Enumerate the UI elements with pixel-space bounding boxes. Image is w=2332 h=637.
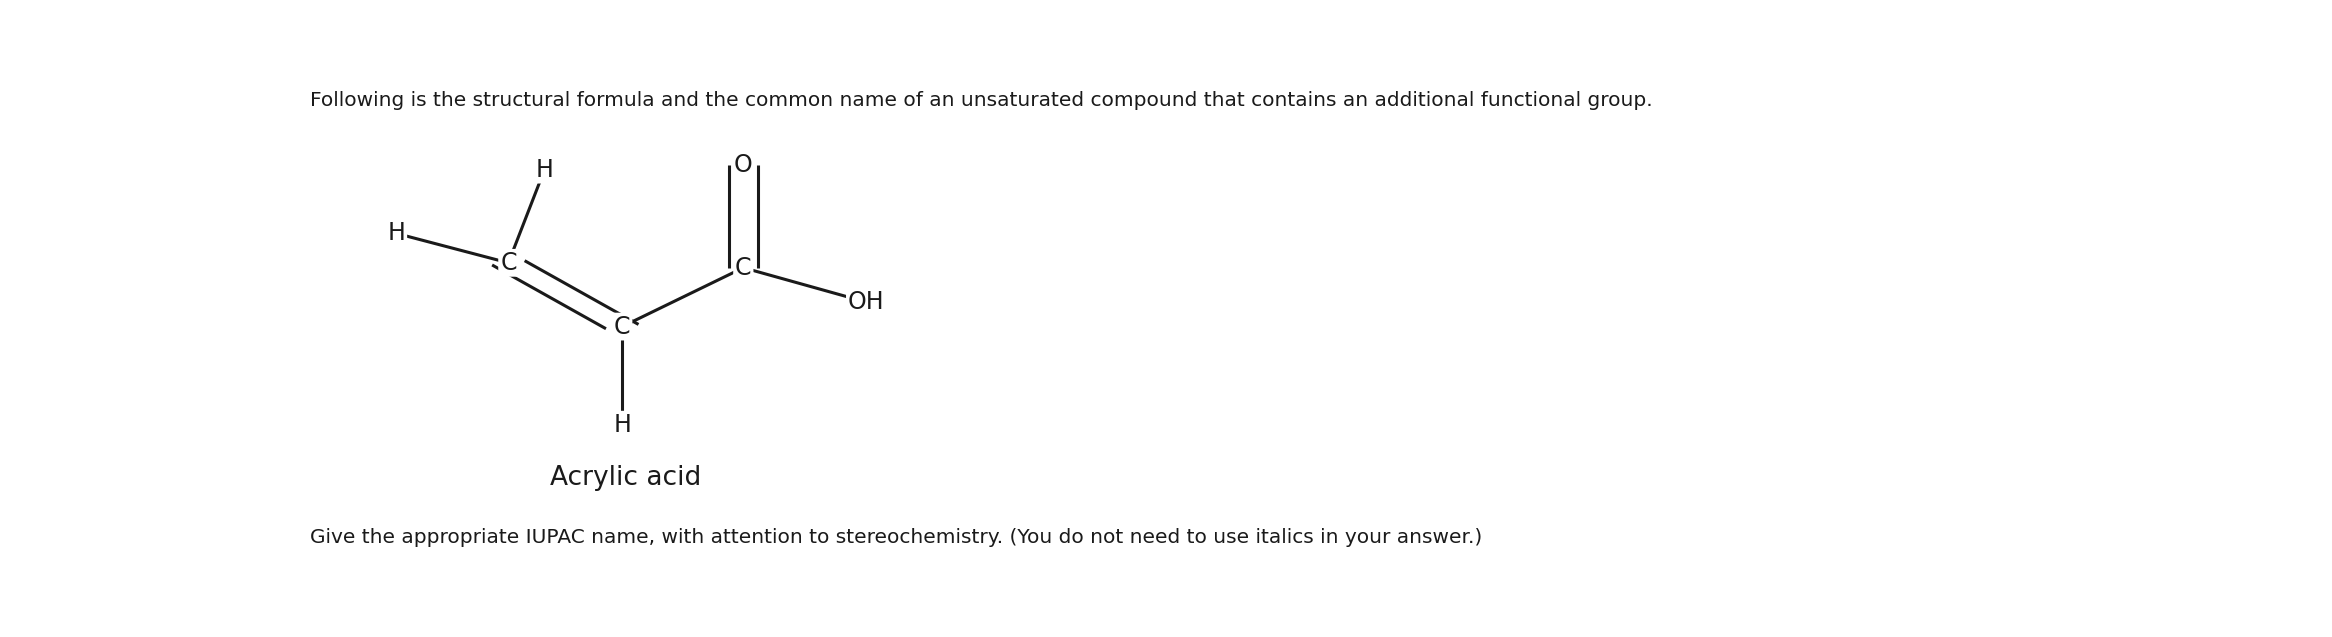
Text: OH: OH: [849, 290, 884, 314]
Text: C: C: [735, 255, 751, 280]
Text: O: O: [735, 153, 753, 176]
Text: H: H: [387, 222, 406, 245]
Text: Following is the structural formula and the common name of an unsaturated compou: Following is the structural formula and …: [310, 91, 1651, 110]
Text: H: H: [536, 157, 553, 182]
Text: C: C: [499, 251, 518, 275]
Text: H: H: [613, 413, 632, 437]
Text: C: C: [613, 315, 630, 339]
Text: Give the appropriate IUPAC name, with attention to stereochemistry. (You do not : Give the appropriate IUPAC name, with at…: [310, 528, 1481, 547]
Text: Acrylic acid: Acrylic acid: [550, 465, 702, 491]
